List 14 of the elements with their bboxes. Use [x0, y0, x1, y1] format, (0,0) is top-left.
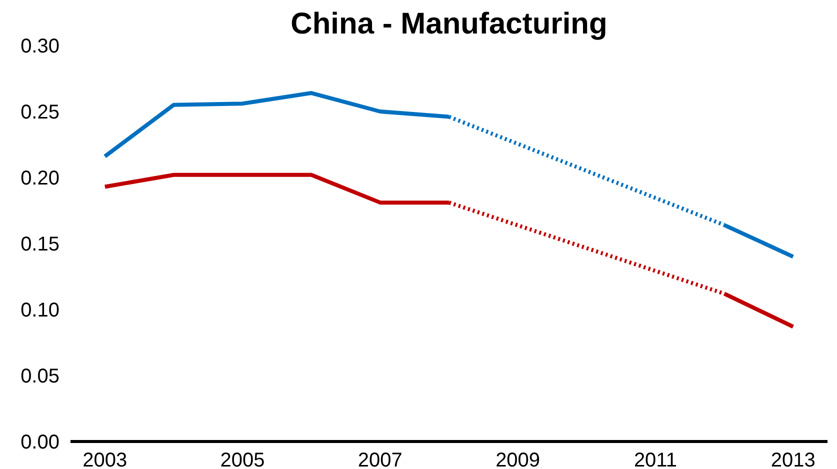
- y-tick-label: 0.00: [20, 432, 60, 454]
- chart-title: China - Manufacturing: [290, 8, 608, 40]
- x-tick-label: 2011: [634, 450, 677, 469]
- y-tick-label: 0.30: [20, 36, 60, 58]
- y-tick-label: 0.25: [20, 102, 60, 124]
- x-tick-label: 2013: [770, 450, 816, 469]
- y-tick-label: 0.10: [20, 300, 60, 322]
- x-tick-label: 2009: [496, 450, 540, 469]
- y-tick-label: 0.15: [20, 234, 60, 256]
- x-tick-label: 2003: [82, 450, 128, 469]
- y-tick-label: 0.05: [20, 366, 60, 388]
- x-tick-label: 2005: [220, 450, 265, 469]
- x-tick-label: 2007: [358, 450, 402, 469]
- y-tick-label: 0.20: [20, 168, 60, 190]
